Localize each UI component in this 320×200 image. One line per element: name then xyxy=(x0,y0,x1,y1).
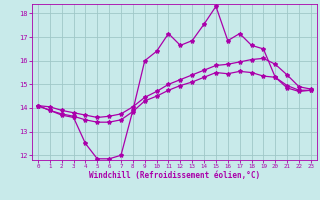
X-axis label: Windchill (Refroidissement éolien,°C): Windchill (Refroidissement éolien,°C) xyxy=(89,171,260,180)
